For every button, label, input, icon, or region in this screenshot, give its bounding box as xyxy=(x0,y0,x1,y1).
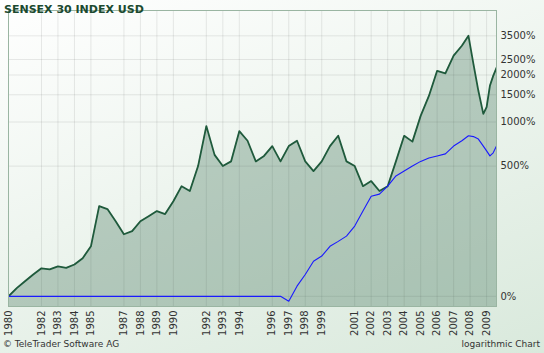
html-text:© TeleTrader Software AG: © TeleTrader Software AG xyxy=(3,339,120,349)
svg-text:1999: 1999 xyxy=(316,311,327,336)
svg-text:2006: 2006 xyxy=(431,311,442,336)
html-text:SENSEX 30 INDEX USD: SENSEX 30 INDEX USD xyxy=(4,3,144,16)
svg-text:2002: 2002 xyxy=(365,311,376,336)
svg-text:1996: 1996 xyxy=(266,311,277,336)
svg-text:2008: 2008 xyxy=(464,311,475,336)
svg-text:1988: 1988 xyxy=(135,311,146,336)
svg-text:2009: 2009 xyxy=(481,311,492,336)
svg-text:1983: 1983 xyxy=(52,311,63,336)
svg-text:2004: 2004 xyxy=(398,311,409,336)
svg-text:1500%: 1500% xyxy=(501,89,536,100)
svg-text:2500%: 2500% xyxy=(501,54,536,65)
svg-text:1994: 1994 xyxy=(234,311,245,336)
svg-text:1997: 1997 xyxy=(283,311,294,336)
svg-text:2000%: 2000% xyxy=(501,69,536,80)
svg-text:1992: 1992 xyxy=(201,311,212,336)
svg-text:500%: 500% xyxy=(501,160,530,171)
html-text:logarithmic Chart: logarithmic Chart xyxy=(461,339,540,349)
svg-text:1990: 1990 xyxy=(168,311,179,336)
svg-text:2003: 2003 xyxy=(382,311,393,336)
svg-text:2001: 2001 xyxy=(349,311,360,336)
svg-text:2005: 2005 xyxy=(415,311,426,336)
svg-text:1982: 1982 xyxy=(36,311,47,336)
svg-text:1998: 1998 xyxy=(299,311,310,336)
svg-text:1980: 1980 xyxy=(3,311,14,336)
svg-text:2007: 2007 xyxy=(448,311,459,336)
svg-text:3500%: 3500% xyxy=(501,30,536,41)
svg-text:1989: 1989 xyxy=(151,311,162,336)
svg-text:1987: 1987 xyxy=(118,311,129,336)
svg-text:0%: 0% xyxy=(501,291,517,302)
svg-text:1984: 1984 xyxy=(69,311,80,336)
svg-text:1985: 1985 xyxy=(85,311,96,336)
svg-text:1000%: 1000% xyxy=(501,116,536,127)
svg-text:1993: 1993 xyxy=(217,311,228,336)
